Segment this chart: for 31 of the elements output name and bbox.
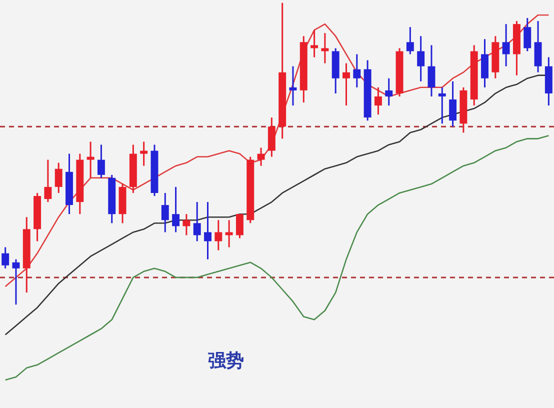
candlestick [140, 140, 148, 167]
candlestick [417, 35, 425, 82]
candlestick [289, 66, 297, 106]
candlestick [236, 213, 244, 239]
candlestick [54, 162, 62, 194]
candlestick [502, 23, 510, 68]
candlestick [342, 62, 350, 106]
candlestick [374, 86, 382, 116]
candlestick [182, 213, 190, 236]
candlestick [12, 258, 20, 306]
candlestick [524, 17, 532, 52]
candlestick [406, 26, 414, 55]
candlestick [97, 144, 105, 179]
candlestick [353, 53, 361, 88]
candlestick [438, 86, 446, 124]
candlestick [193, 201, 201, 242]
candlestick [225, 219, 233, 248]
candlestick [204, 201, 212, 260]
candlestick [310, 29, 318, 58]
candlestick [44, 159, 52, 203]
candlestick [257, 146, 265, 167]
candlestick [161, 192, 169, 233]
candlestick [385, 78, 393, 106]
candlestick [321, 32, 329, 64]
candlestick [2, 246, 10, 270]
candlestick [86, 140, 94, 179]
candlestick [428, 44, 436, 98]
text: 强势 [208, 350, 244, 372]
candlestick [449, 80, 457, 128]
candlestick [172, 186, 180, 233]
candlestick [214, 219, 222, 252]
